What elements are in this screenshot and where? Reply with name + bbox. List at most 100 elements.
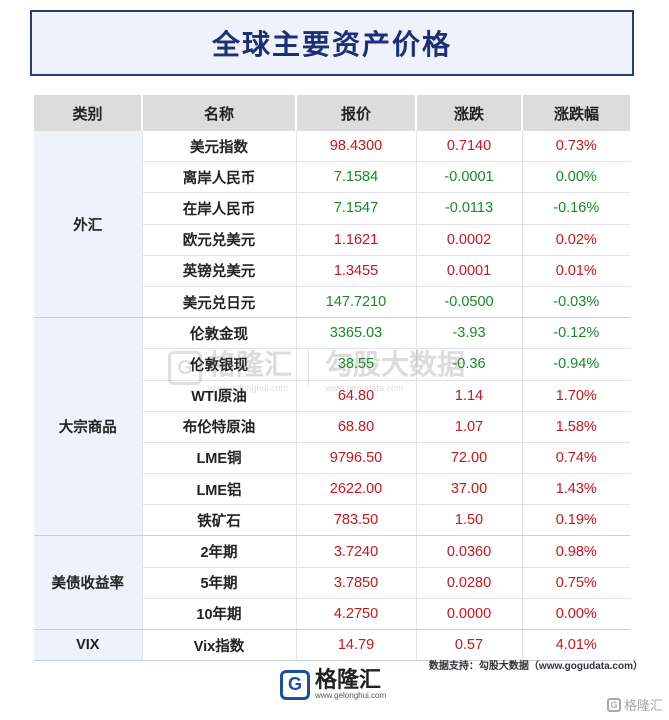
change-cell: 1.50 [415,504,522,537]
table-row: 美元兑日元 147.7210 -0.0500 -0.03% [34,286,630,319]
table-row: 外汇 美元指数 98.4300 0.7140 0.73% [34,131,630,319]
price-cell: 7.1547 [295,192,416,225]
header-change: 涨跌 [415,95,522,131]
change-cell: -0.0500 [415,286,522,319]
asset-name-cell: 离岸人民币 [141,161,296,194]
pct-cell: 0.19% [521,504,630,537]
asset-name-cell: 布伦特原油 [141,411,296,443]
price-cell: 9796.50 [295,442,416,475]
asset-name-cell: 美元指数 [141,131,296,163]
logo-url: www.gelonghui.com [315,691,387,700]
asset-name-cell: 在岸人民币 [141,192,296,225]
asset-name-cell: 伦敦金现 [141,317,296,350]
asset-name-cell: 美元兑日元 [141,286,296,319]
pct-cell: 0.98% [521,535,630,568]
price-cell: 98.4300 [295,131,416,163]
header-name: 名称 [141,95,296,131]
pct-cell: -0.03% [521,286,630,319]
change-cell: 1.07 [415,411,522,443]
asset-name-cell: LME铝 [141,473,296,506]
price-cell: 3.7240 [295,535,416,568]
title-banner: 全球主要资产价格 [30,10,634,76]
price-cell: 4.2750 [295,598,416,631]
table-row: 美债收益率 2年期 3.7240 0.0360 0.98% [34,535,630,630]
header-pct: 涨跌幅 [521,95,630,131]
change-cell: 0.0280 [415,567,522,599]
corner-watermark: G 格隆汇 [606,695,663,714]
asset-name-cell: 铁矿石 [141,504,296,537]
pct-cell: 0.73% [521,131,630,163]
asset-name-cell: WTI原油 [141,380,296,412]
logo-name: 格隆汇 [315,667,382,692]
change-cell: -0.0113 [415,192,522,225]
table-row: 英镑兑美元 1.3455 0.0001 0.01% [34,255,630,287]
category-cell: 美债收益率 [34,535,142,630]
pct-cell: 0.74% [521,442,630,475]
table-row: 10年期 4.2750 0.0000 0.00% [34,598,630,631]
pct-cell: 1.58% [521,411,630,443]
page-title: 全球主要资产价格 [211,29,452,60]
change-cell: 72.00 [415,442,522,475]
asset-name-cell: 2年期 [141,535,296,568]
price-cell: 3.7850 [295,567,416,599]
pct-cell: 1.43% [521,473,630,506]
table-row: 大宗商品 伦敦金现 3365.03 -3.93 -0.12% [34,317,630,537]
table-row: 离岸人民币 7.1584 -0.0001 0.00% [34,161,630,194]
price-cell: 3365.03 [295,317,416,350]
price-cell: 68.80 [295,411,416,443]
table-body: 外汇 美元指数 98.4300 0.7140 0.73% 离岸人民币 7.1584 -0.00… [34,131,630,662]
price-cell: 7.1584 [295,161,416,194]
price-cell: 64.80 [295,380,416,412]
table-row: 5年期 3.7850 0.0280 0.75% [34,567,630,599]
change-cell: 37.00 [415,473,522,506]
change-cell: 0.0002 [415,224,522,256]
table-row: VIX Vix指数 14.79 0.57 4.01% [34,629,630,662]
pct-cell: -0.94% [521,348,630,381]
category-cell: 外汇 [34,131,142,319]
table-row: 伦敦银现 38.55 -0.36 -0.94% [34,348,630,381]
asset-price-table: 类别 名称 报价 涨跌 涨跌幅 外汇 美元指数 98.4300 0.7140 0.73%… [34,95,630,662]
category-cell: VIX [34,629,142,662]
change-cell: 0.0000 [415,598,522,631]
asset-name-cell: 10年期 [141,598,296,631]
category-cell: 大宗商品 [34,317,142,537]
pct-cell: 0.00% [521,161,630,194]
table-row: 在岸人民币 7.1547 -0.0113 -0.16% [34,192,630,225]
table-row: 铁矿石 783.50 1.50 0.19% [34,504,630,537]
change-cell: 0.0360 [415,535,522,568]
table-row: LME铜 9796.50 72.00 0.74% [34,442,630,475]
pct-cell: -0.16% [521,192,630,225]
header-category: 类别 [34,95,142,131]
table-row: WTI原油 64.80 1.14 1.70% [34,380,630,412]
pct-cell: 0.75% [521,567,630,599]
table-row: 欧元兑美元 1.1621 0.0002 0.02% [34,224,630,256]
header-price: 报价 [295,95,416,131]
corner-g-icon: G [606,697,621,712]
asset-name-cell: 欧元兑美元 [141,224,296,256]
pct-cell: 0.00% [521,598,630,631]
price-cell: 1.3455 [295,255,416,287]
corner-watermark-text: 格隆汇 [623,698,663,713]
price-cell: 14.79 [295,629,416,662]
asset-name-cell: 伦敦银现 [141,348,296,381]
table-header-row: 类别 名称 报价 涨跌 涨跌幅 [34,95,630,131]
change-cell: 1.14 [415,380,522,412]
pct-cell: 4.01% [521,629,630,662]
asset-name-cell: Vix指数 [141,629,296,662]
change-cell: 0.7140 [415,131,522,163]
change-cell: 0.0001 [415,255,522,287]
pct-cell: 0.02% [521,224,630,256]
change-cell: 0.57 [415,629,522,662]
table-row: 布伦特原油 68.80 1.07 1.58% [34,411,630,443]
footer-logo: G 格隆汇 www.gelonghui.com [280,669,386,700]
price-cell: 147.7210 [295,286,416,319]
price-cell: 2622.00 [295,473,416,506]
asset-name-cell: 5年期 [141,567,296,599]
table-row: LME铝 2622.00 37.00 1.43% [34,473,630,506]
data-source-note: 数据支持：勾股大数据（www.gogudata.com） [428,661,643,672]
pct-cell: 1.70% [521,380,630,412]
price-cell: 38.55 [295,348,416,381]
pct-cell: -0.12% [521,317,630,350]
g-logo-icon: G [280,669,310,700]
pct-cell: 0.01% [521,255,630,287]
